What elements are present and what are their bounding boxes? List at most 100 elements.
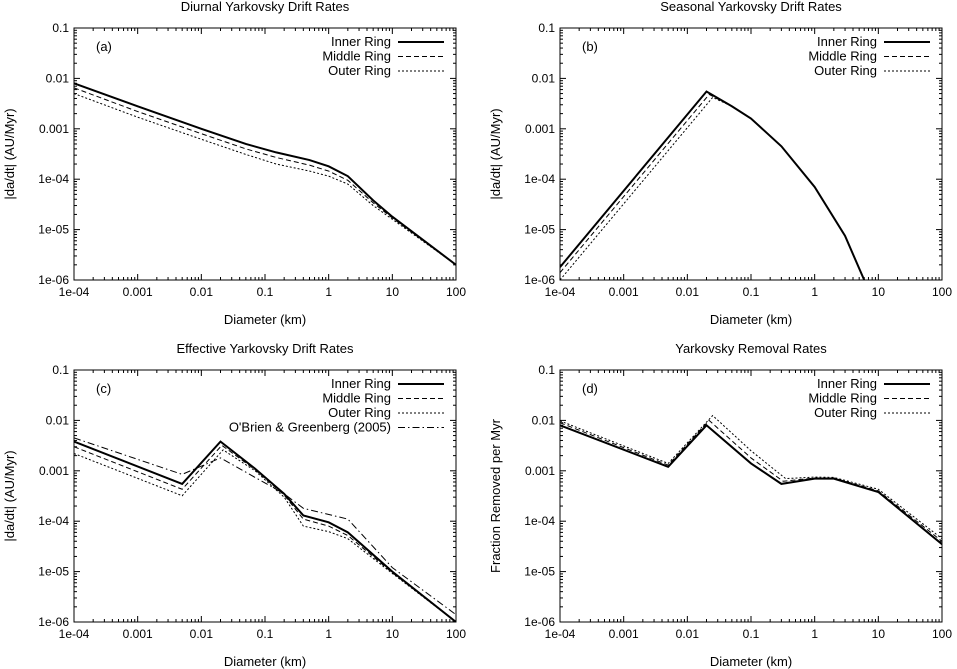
series-line-middle-ring [560,93,865,280]
x-tick-label: 0.1 [257,285,274,299]
series-line-o-brien-greenberg-2005 [74,437,456,616]
x-tick-label: 1 [811,627,818,641]
y-tick-label: 1e-06 [38,273,69,287]
legend-label: Middle Ring [808,49,877,64]
y-tick-label: 0.001 [525,464,555,478]
legend-label: Inner Ring [817,376,877,391]
series-line-middle-ring [74,444,456,622]
y-axis-label: |da/dt| (AU/Myr) [2,450,17,541]
y-tick-label: 0.01 [46,413,70,427]
y-tick-label: 0.1 [52,363,69,377]
y-tick-label: 0.01 [532,71,556,85]
x-tick-label: 10 [872,627,886,641]
legend-label: Inner Ring [331,376,391,391]
y-axis-label: Fraction Removed per Myr [488,418,503,573]
series-line-outer-ring [560,96,865,280]
y-axis-label: |da/dt| (AU/Myr) [2,108,17,199]
x-tick-label: 1 [325,627,332,641]
chart-panel-2: 1e-04 0.001 0.01 0.1 1 10 100 1e-06 1e-05 1e-04 0.… [488,0,952,327]
y-tick-label: 0.001 [39,122,69,136]
x-tick-label: 0.1 [743,285,760,299]
legend-label: O'Brien & Greenberg (2005) [229,420,391,435]
x-tick-label: 100 [446,627,466,641]
x-tick-label: 100 [446,285,466,299]
series-line-inner-ring [560,90,866,280]
y-tick-label: 1e-04 [38,172,69,186]
x-tick-label: 0.1 [257,627,274,641]
x-tick-label: 0.001 [123,627,153,641]
x-tick-label: 100 [932,285,952,299]
x-tick-label: 0.001 [609,627,639,641]
x-tick-label: 0.1 [743,627,760,641]
x-tick-label: 0.01 [190,627,214,641]
x-tick-label: 1e-04 [545,285,576,299]
series-line-outer-ring [74,449,456,622]
chart-title: Yarkovsky Removal Rates [675,341,827,356]
x-tick-label: 10 [872,285,886,299]
chart-panel-1: 1e-04 0.001 0.01 0.1 1 10 100 1e-06 1e-05 1e-04 0.… [2,0,466,327]
x-tick-label: 1e-04 [59,627,90,641]
y-tick-label: 1e-05 [524,223,555,237]
legend-label: Outer Ring [814,63,877,78]
x-axis-label: Diameter (km) [710,654,792,669]
series-line-middle-ring [560,419,942,542]
chart-title: Seasonal Yarkovsky Drift Rates [660,0,842,14]
y-tick-label: 1e-06 [38,615,69,629]
series-line-middle-ring [74,87,456,266]
y-tick-label: 1e-05 [38,223,69,237]
series-line-inner-ring [74,440,456,622]
panel-label: (c) [96,381,111,396]
x-tick-label: 0.001 [123,285,153,299]
x-tick-label: 0.001 [609,285,639,299]
x-axis-label: Diameter (km) [710,312,792,327]
x-tick-label: 100 [932,627,952,641]
legend-label: Inner Ring [817,34,877,49]
series-line-outer-ring [560,414,942,540]
panel-label: (d) [582,381,598,396]
x-tick-label: 1 [811,285,818,299]
chart-panel-3: 1e-04 0.001 0.01 0.1 1 10 100 1e-06 1e-05 1e-04 0.… [2,341,466,669]
x-tick-label: 1 [325,285,332,299]
y-tick-label: 1e-04 [524,514,555,528]
y-tick-label: 1e-06 [524,273,555,287]
legend-label: Inner Ring [331,34,391,49]
chart-title: Effective Yarkovsky Drift Rates [176,341,354,356]
x-tick-label: 0.01 [676,285,700,299]
y-tick-label: 1e-05 [38,565,69,579]
y-tick-label: 0.1 [538,363,555,377]
x-axis-label: Diameter (km) [224,312,306,327]
y-tick-label: 1e-05 [524,565,555,579]
panel-label: (b) [582,39,598,54]
x-tick-label: 1e-04 [545,627,576,641]
x-axis-label: Diameter (km) [224,654,306,669]
y-tick-label: 0.001 [525,122,555,136]
y-tick-label: 1e-04 [38,514,69,528]
legend-label: Middle Ring [322,391,391,406]
y-tick-label: 1e-06 [524,615,555,629]
legend-label: Outer Ring [814,405,877,420]
legend-label: Outer Ring [328,405,391,420]
x-tick-label: 10 [386,285,400,299]
series-line-inner-ring [560,423,942,545]
x-tick-label: 10 [386,627,400,641]
legend-label: Middle Ring [322,49,391,64]
plot-frame [73,369,457,623]
plot-frame [559,27,943,281]
series-line-inner-ring [74,82,456,266]
panel-label: (a) [96,39,112,54]
y-tick-label: 0.01 [532,413,556,427]
chart-title: Diurnal Yarkovsky Drift Rates [181,0,350,14]
y-axis-label: |da/dt| (AU/Myr) [488,108,503,199]
y-tick-label: 1e-04 [524,172,555,186]
x-tick-label: 0.01 [190,285,214,299]
y-tick-label: 0.1 [52,21,69,35]
legend-label: Outer Ring [328,63,391,78]
y-tick-label: 0.001 [39,464,69,478]
chart-panel-4: 1e-04 0.001 0.01 0.1 1 10 100 1e-06 1e-05 1e-04 0.… [488,341,952,669]
y-tick-label: 0.1 [538,21,555,35]
series-line-outer-ring [74,93,456,266]
legend-label: Middle Ring [808,391,877,406]
x-tick-label: 0.01 [676,627,700,641]
y-tick-label: 0.01 [46,71,70,85]
